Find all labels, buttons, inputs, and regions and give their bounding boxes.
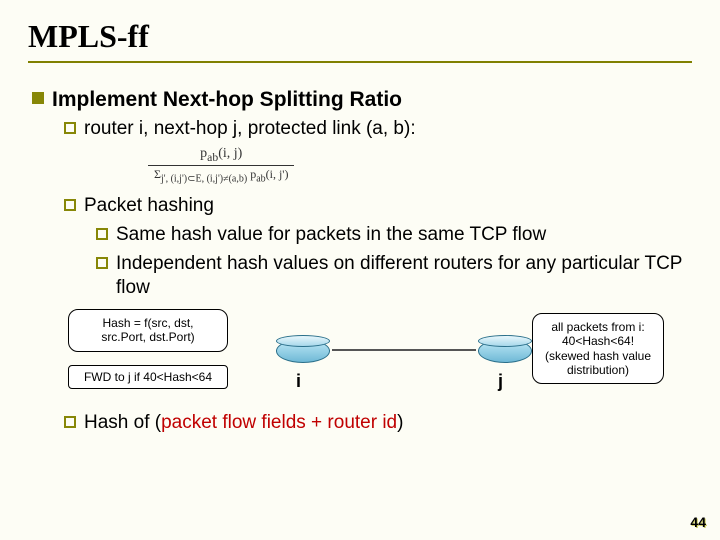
skew-l4: distribution) [541,363,655,377]
title-divider [28,61,692,63]
bullet-l3-2: Independent hash values on different rou… [96,252,692,301]
bullet-l2-1-text: router i, next-hop j, protected link (a,… [84,117,416,142]
fwd-rule-text: FWD to j if 40<Hash<64 [75,370,221,384]
slide-title: MPLS-ff [28,18,692,55]
skew-l3: (skewed hash value [541,349,655,363]
num-args: (i, j) [218,146,242,161]
fraction-denominator: Σj', (i,j')⊂E, (i,j')≠(a,b) pab(i, j') [148,165,294,184]
bullet-l2-2-text: Packet hashing [84,194,214,219]
bullet-l3-1-text: Same hash value for packets in the same … [116,223,546,248]
bullet-l2-1: router i, next-hop j, protected link (a,… [64,117,692,142]
den-sub: j', (i,j')⊂E, (i,j')≠(a,b) [161,173,247,184]
formula: pab(i, j) Σj', (i,j')⊂E, (i,j')≠(a,b) pa… [148,146,692,184]
square-outline-icon [96,257,108,269]
link-line-icon [332,349,476,351]
page-number: 44 [690,514,706,530]
square-outline-icon [64,122,76,134]
den-body-sub: ab [256,173,265,184]
hash-formula-l1: Hash = f(src, dst, [77,316,219,330]
fraction: pab(i, j) Σj', (i,j')⊂E, (i,j')≠(a,b) pa… [148,146,294,184]
square-outline-icon [64,416,76,428]
square-outline-icon [96,228,108,240]
router-i-label: i [296,371,301,392]
l2-3-red: packet flow fields + router id [161,412,397,433]
skewed-dist-box: all packets from i: 40<Hash<64! (skewed … [532,313,664,385]
hash-formula-box: Hash = f(src, dst, src.Port, dst.Port) [68,309,228,352]
square-bullet-icon [32,92,44,104]
router-j-label: j [498,371,503,392]
slide: MPLS-ff Implement Next-hop Splitting Rat… [0,0,720,540]
router-j-icon [478,335,532,367]
router-i-icon [276,335,330,367]
fraction-numerator: pab(i, j) [194,146,248,165]
square-outline-icon [64,199,76,211]
bullet-l3-2-text: Independent hash values on different rou… [116,252,692,301]
num-sub: ab [207,151,218,164]
bullet-l2-2: Packet hashing [64,194,692,219]
bullet-l1-1: Implement Next-hop Splitting Ratio [32,87,692,113]
bullet-l1-1-text: Implement Next-hop Splitting Ratio [52,87,402,113]
bullet-l2-3-text: Hash of (packet flow fields + router id) [84,411,403,436]
l2-3-post: ) [397,412,403,433]
fwd-rule-box: FWD to j if 40<Hash<64 [68,365,228,389]
hash-formula-l2: src.Port, dst.Port) [77,330,219,344]
bullet-l3-1: Same hash value for packets in the same … [96,223,692,248]
hash-diagram: Hash = f(src, dst, src.Port, dst.Port) F… [28,309,692,405]
bullet-l2-3: Hash of (packet flow fields + router id) [64,411,692,436]
den-sigma: Σ [154,167,161,181]
skew-l1: all packets from i: [541,320,655,334]
skew-l2: 40<Hash<64! [541,334,655,348]
l2-3-pre: Hash of ( [84,412,161,433]
den-args: (i, j') [266,167,289,181]
den-body: p [247,167,256,181]
